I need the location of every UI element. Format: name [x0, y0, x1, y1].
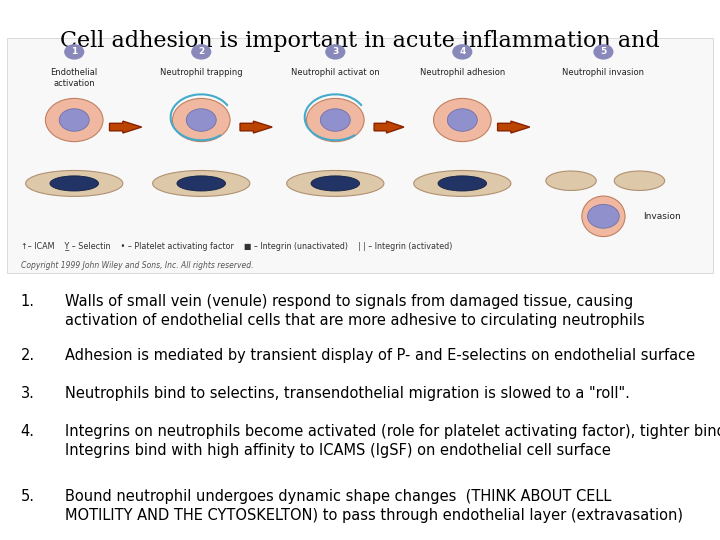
Bar	[7, 38, 713, 273]
Text: Neutrophil trapping: Neutrophil trapping	[160, 69, 243, 77]
Ellipse shape	[311, 176, 359, 191]
Circle shape	[433, 98, 491, 141]
Text: Neutrophil invasion: Neutrophil invasion	[562, 69, 644, 77]
Circle shape	[588, 205, 619, 228]
Circle shape	[594, 45, 613, 59]
Circle shape	[326, 45, 345, 59]
Circle shape	[320, 109, 350, 131]
Ellipse shape	[287, 171, 384, 197]
FancyArrow shape	[374, 121, 404, 133]
FancyArrow shape	[498, 121, 530, 133]
Text: 4: 4	[459, 48, 466, 56]
Ellipse shape	[414, 171, 511, 197]
Text: Copyright 1999 John Wiley and Sons, Inc. All rights reserved.: Copyright 1999 John Wiley and Sons, Inc.…	[22, 261, 254, 270]
Text: Integrins on neutrophils become activated (role for platelet activating factor),: Integrins on neutrophils become activate…	[65, 424, 720, 458]
Text: 4.: 4.	[21, 424, 35, 439]
Text: Neutrophil adhesion: Neutrophil adhesion	[420, 69, 505, 77]
Circle shape	[173, 98, 230, 141]
FancyArrow shape	[240, 121, 272, 133]
Circle shape	[192, 45, 211, 59]
Text: Invasion: Invasion	[643, 212, 681, 221]
Text: ↑– ICAM    Y̲ – Selectin    • – Platelet activating factor    ■ – Integrin (unac: ↑– ICAM Y̲ – Selectin • – Platelet activ…	[22, 242, 453, 251]
Text: 3.: 3.	[21, 386, 35, 401]
Ellipse shape	[438, 176, 487, 191]
Text: 5.: 5.	[21, 489, 35, 504]
Circle shape	[186, 109, 216, 131]
Text: Walls of small vein (venule) respond to signals from damaged tissue, causing
act: Walls of small vein (venule) respond to …	[65, 294, 644, 328]
Ellipse shape	[546, 171, 596, 191]
Text: 3: 3	[332, 48, 338, 56]
Text: 5: 5	[600, 48, 606, 56]
Circle shape	[59, 109, 89, 131]
Text: Bound neutrophil undergoes dynamic shape changes  (THINK ABOUT CELL
MOTILITY AND: Bound neutrophil undergoes dynamic shape…	[65, 489, 683, 523]
Circle shape	[453, 45, 472, 59]
Text: 2.: 2.	[20, 348, 35, 363]
Ellipse shape	[177, 176, 225, 191]
Text: 2: 2	[198, 48, 204, 56]
Ellipse shape	[614, 171, 665, 191]
Ellipse shape	[50, 176, 99, 191]
Circle shape	[307, 98, 364, 141]
Text: Endothelial
activation: Endothelial activation	[50, 69, 98, 87]
Ellipse shape	[582, 196, 625, 237]
FancyArrow shape	[109, 121, 142, 133]
Ellipse shape	[153, 171, 250, 197]
Text: 1: 1	[71, 48, 77, 56]
Text: Neutrophil activat on: Neutrophil activat on	[291, 69, 379, 77]
Text: Adhesion is mediated by transient display of P- and E-selectins on endothelial s: Adhesion is mediated by transient displa…	[65, 348, 695, 363]
Text: Neutrophils bind to selectins, transendothelial migration is slowed to a "roll".: Neutrophils bind to selectins, transendo…	[65, 386, 630, 401]
Text: 1.: 1.	[21, 294, 35, 309]
Text: Cell adhesion is important in acute inflammation and: Cell adhesion is important in acute infl…	[60, 30, 660, 52]
Circle shape	[45, 98, 103, 141]
Circle shape	[447, 109, 477, 131]
Circle shape	[65, 45, 84, 59]
Ellipse shape	[26, 171, 123, 197]
